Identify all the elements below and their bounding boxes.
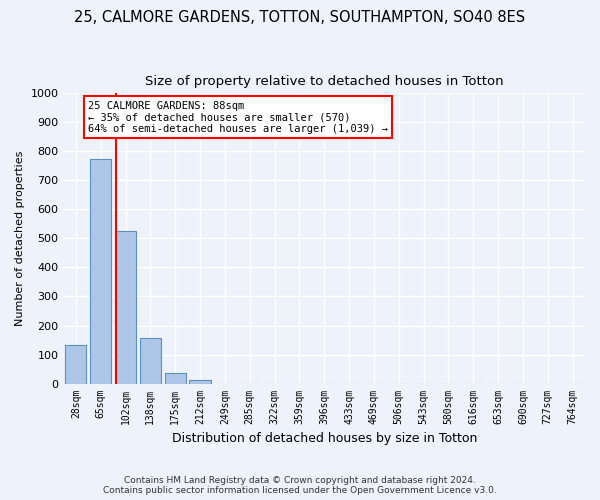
Title: Size of property relative to detached houses in Totton: Size of property relative to detached ho… <box>145 75 503 88</box>
Text: Contains HM Land Registry data © Crown copyright and database right 2024.
Contai: Contains HM Land Registry data © Crown c… <box>103 476 497 495</box>
Bar <box>65 345 86 384</box>
Bar <box>140 338 161 384</box>
Bar <box>90 158 111 384</box>
Bar <box>190 380 211 384</box>
Bar <box>164 374 186 384</box>
Y-axis label: Number of detached properties: Number of detached properties <box>15 151 25 326</box>
Bar <box>115 231 136 384</box>
Text: 25 CALMORE GARDENS: 88sqm
← 35% of detached houses are smaller (570)
64% of semi: 25 CALMORE GARDENS: 88sqm ← 35% of detac… <box>88 100 388 134</box>
Text: 25, CALMORE GARDENS, TOTTON, SOUTHAMPTON, SO40 8ES: 25, CALMORE GARDENS, TOTTON, SOUTHAMPTON… <box>74 10 526 25</box>
X-axis label: Distribution of detached houses by size in Totton: Distribution of detached houses by size … <box>172 432 477 445</box>
